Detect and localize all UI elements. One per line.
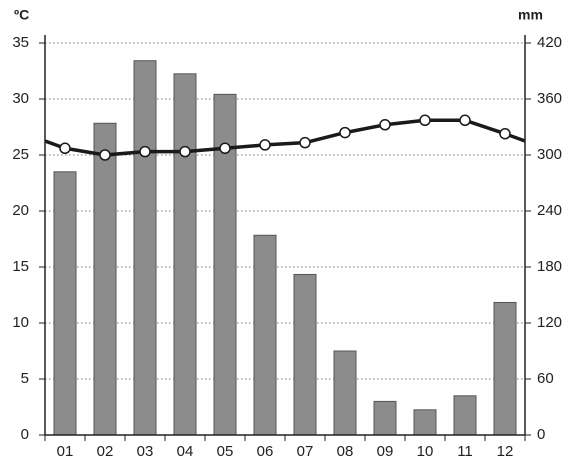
y-tick-label: 0 [21, 426, 29, 443]
y-tick-label: 15 [12, 258, 29, 275]
y2-tick-label: 360 [537, 90, 562, 107]
y-tick-label: 35 [12, 34, 29, 51]
x-tick-label: 02 [97, 443, 114, 460]
x-tick-label: 05 [217, 443, 234, 460]
bar [413, 409, 437, 436]
temperature-point [179, 145, 191, 158]
x-tick-label: 06 [257, 443, 274, 460]
temperature-point [219, 142, 231, 155]
x-tick-label: 12 [497, 443, 514, 460]
bar [373, 400, 397, 436]
temperature-point [379, 119, 391, 131]
bar [493, 301, 517, 436]
x-tick-label: 09 [377, 443, 394, 460]
x-tick-label: 03 [137, 443, 154, 460]
x-tick-label: 08 [337, 443, 354, 460]
x-tick-label: 04 [177, 443, 194, 460]
x-tick-label: 10 [417, 443, 434, 460]
y2-tick-label: 60 [537, 370, 554, 387]
y-tick-label: 25 [12, 146, 29, 163]
y-tick-label: 30 [12, 90, 29, 107]
bar [253, 234, 277, 436]
temperature-point [459, 114, 471, 127]
bar [453, 395, 477, 436]
temperature-line [44, 118, 526, 157]
y-tick-label: 10 [12, 314, 29, 331]
y2-tick-label: 240 [537, 202, 562, 219]
temperature-point [499, 127, 511, 140]
y2-tick-label: 420 [537, 34, 562, 51]
temperature-point [59, 142, 71, 155]
y2-tick-label: 300 [537, 146, 562, 163]
temperature-point [299, 136, 311, 149]
y-tick-label: 5 [21, 370, 29, 387]
temperature-point [99, 149, 111, 161]
bar [53, 171, 77, 436]
x-tick-label: 01 [57, 443, 74, 460]
temperature-point [419, 114, 431, 127]
temperature-point [259, 139, 271, 151]
temperature-point [339, 126, 351, 139]
temperature-point [139, 145, 151, 158]
bar [333, 350, 357, 436]
y-axis-label: ºC [14, 7, 29, 23]
bar [293, 273, 317, 436]
y2-tick-label: 0 [537, 426, 545, 443]
bar [173, 73, 197, 436]
bar [133, 60, 157, 436]
y-tick-label: 20 [12, 202, 29, 219]
x-tick-label: 07 [297, 443, 314, 460]
y2-tick-label: 180 [537, 258, 562, 275]
x-tick-label: 11 [457, 443, 473, 460]
y2-axis-label: mm [518, 7, 543, 23]
bar [93, 122, 117, 436]
y2-tick-label: 120 [537, 314, 562, 331]
